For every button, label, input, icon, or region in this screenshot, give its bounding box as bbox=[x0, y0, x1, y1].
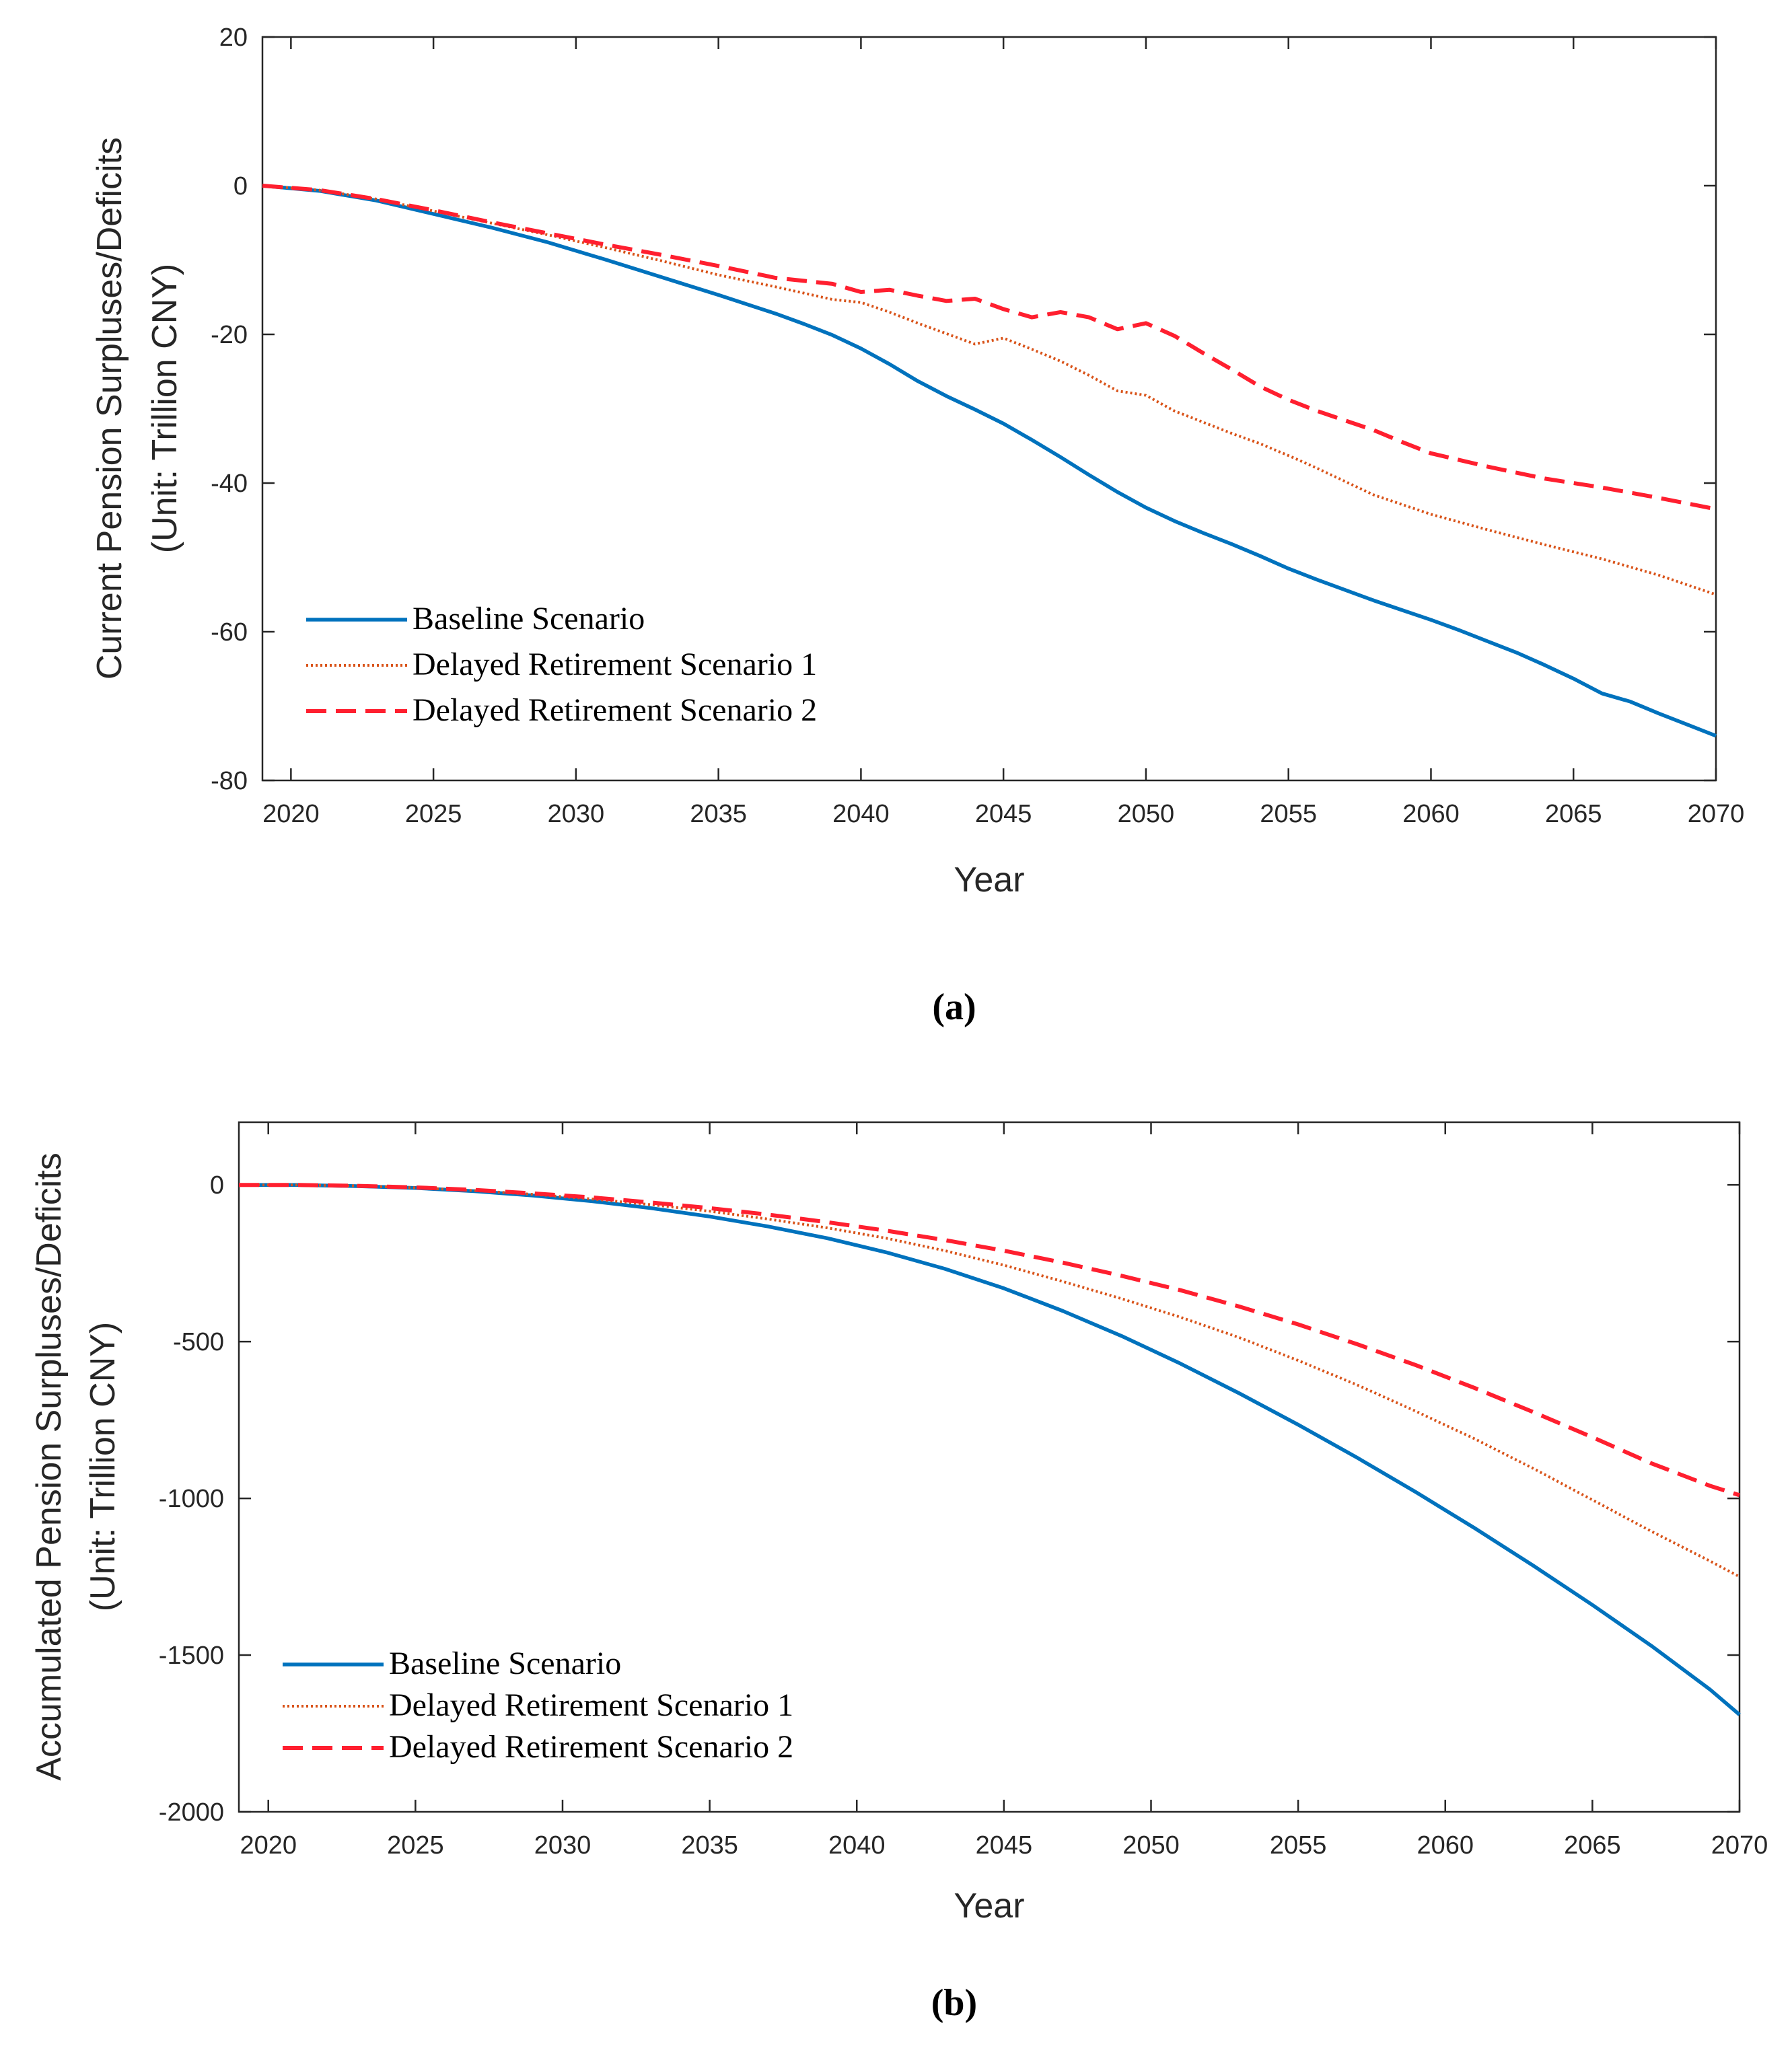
chart-a-x-ticks: 2020 2025 2030 2035 2040 2045 2050 2055 2060 2065… bbox=[262, 37, 1744, 828]
chart-a-x-tick-label: 2055 bbox=[1260, 800, 1317, 828]
chart-b-x-tick-label: 2050 bbox=[1122, 1831, 1180, 1860]
chart-b-x-tick-label: 2065 bbox=[1564, 1831, 1621, 1860]
chart-a-axes bbox=[261, 36, 1717, 782]
chart-a-y-ticks: -80 -60 -40 -20 0 20 bbox=[211, 24, 1716, 795]
chart-a-y-tick-label: 0 bbox=[234, 172, 248, 200]
chart-a-x-tick-label: 2025 bbox=[405, 800, 462, 828]
chart-a-legend-label-delayed1: Delayed Retirement Scenario 1 bbox=[413, 647, 817, 682]
chart-b-x-tick-label: 2025 bbox=[387, 1831, 444, 1860]
chart-b-series-delayed2-line bbox=[239, 1183, 1740, 1498]
chart-b: 2020 2025 2030 2035 2040 2045 2050 2055 2060 2065… bbox=[30, 1121, 1768, 2024]
chart-a-x-tick-label: 2070 bbox=[1688, 800, 1745, 828]
chart-b-y-tick-label: -1500 bbox=[159, 1642, 224, 1670]
chart-a-y-axis-label-line2: (Unit: Trillion CNY) bbox=[145, 264, 184, 554]
chart-b-x-ticks: 2020 2025 2030 2035 2040 2045 2050 2055 2060 2065… bbox=[240, 1122, 1768, 1860]
chart-a-y-tick-label: 20 bbox=[219, 24, 248, 52]
chart-a-series-delayed2-line bbox=[262, 184, 1717, 511]
chart-a-x-tick-label: 2065 bbox=[1545, 800, 1602, 828]
chart-a-legend-label-delayed2: Delayed Retirement Scenario 2 bbox=[413, 692, 817, 728]
chart-b-y-axis-label-line2: (Unit: Trillion CNY) bbox=[83, 1322, 122, 1612]
chart-a-y-tick-label: -60 bbox=[211, 618, 248, 647]
chart-a-x-tick-label: 2030 bbox=[548, 800, 605, 828]
chart-b-y-tick-label: -2000 bbox=[159, 1798, 224, 1827]
chart-a-x-axis-label: Year bbox=[954, 861, 1024, 900]
chart-a-x-tick-label: 2050 bbox=[1118, 800, 1175, 828]
chart-b-x-tick-label: 2070 bbox=[1711, 1831, 1768, 1860]
chart-a-x-tick-label: 2035 bbox=[690, 800, 747, 828]
chart-b-legend-label-delayed2: Delayed Retirement Scenario 2 bbox=[389, 1729, 793, 1765]
chart-a-plot-frame bbox=[261, 36, 1717, 782]
chart-a-y-tick-label: -20 bbox=[211, 321, 248, 349]
chart-a-y-tick-label: -40 bbox=[211, 470, 248, 498]
chart-a-x-tick-label: 2040 bbox=[832, 800, 890, 828]
chart-a-series-baseline-line bbox=[262, 184, 1717, 738]
chart-b-x-tick-label: 2060 bbox=[1417, 1831, 1474, 1860]
chart-a-x-tick-label: 2020 bbox=[262, 800, 320, 828]
chart-b-y-tick-label: -500 bbox=[173, 1328, 224, 1356]
chart-b-plot-frame bbox=[238, 1121, 1741, 1813]
chart-a-caption: (a) bbox=[932, 986, 976, 1028]
chart-a-legend: Baseline Scenario Delayed Retirement Scen… bbox=[306, 601, 817, 728]
chart-b-legend-label-baseline: Baseline Scenario bbox=[389, 1646, 621, 1681]
chart-b-x-tick-label: 2020 bbox=[240, 1831, 297, 1860]
chart-b-y-tick-label: -1000 bbox=[159, 1485, 224, 1513]
chart-b-series bbox=[239, 1183, 1741, 1716]
chart-b-y-axis-label-line1: Accumulated Pension Surpluses/Deficits bbox=[30, 1152, 69, 1781]
chart-b-x-axis-label: Year bbox=[954, 1887, 1024, 1926]
chart-a-series bbox=[262, 184, 1717, 738]
chart-b-x-tick-label: 2045 bbox=[976, 1831, 1033, 1860]
chart-a-series-delayed1-line bbox=[262, 184, 1717, 596]
chart-b-caption: (b) bbox=[931, 1982, 977, 2024]
chart-a-y-tick-label: -80 bbox=[211, 767, 248, 795]
chart-a-x-tick-label: 2060 bbox=[1402, 800, 1460, 828]
chart-b-legend: Baseline Scenario Delayed Retirement Scen… bbox=[283, 1646, 793, 1765]
chart-b-x-tick-label: 2040 bbox=[828, 1831, 886, 1860]
chart-b-y-ticks: -2000 -1500 -1000 -500 0 bbox=[159, 1171, 1740, 1827]
chart-a-y-axis-label-line1: Current Pension Surpluses/Deficits bbox=[90, 137, 129, 680]
chart-b-x-tick-label: 2030 bbox=[534, 1831, 592, 1860]
chart-a: 2020 2025 2030 2035 2040 2045 2050 2055 2060 2065… bbox=[90, 24, 1744, 1028]
chart-b-x-tick-label: 2035 bbox=[681, 1831, 738, 1860]
chart-a-legend-label-baseline: Baseline Scenario bbox=[413, 601, 645, 636]
chart-b-legend-label-delayed1: Delayed Retirement Scenario 1 bbox=[389, 1687, 793, 1723]
chart-a-x-tick-label: 2045 bbox=[975, 800, 1032, 828]
chart-b-y-tick-label: 0 bbox=[210, 1171, 224, 1200]
chart-b-x-tick-label: 2055 bbox=[1270, 1831, 1327, 1860]
